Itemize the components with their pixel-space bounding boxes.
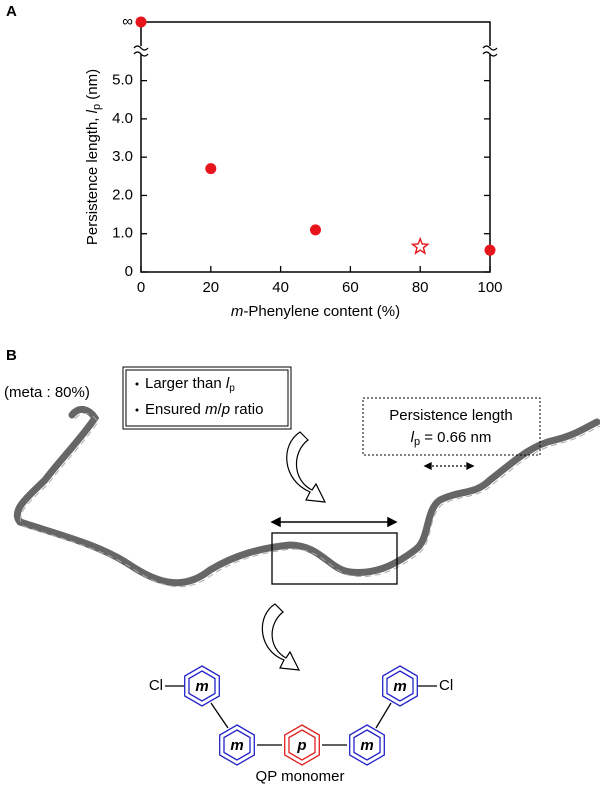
polymer-illustration (14, 405, 600, 588)
benzene-ring-inner (188, 670, 216, 702)
benzene-ring (284, 724, 320, 766)
benzene-ring-inner (223, 729, 251, 761)
text-part: Ensured (145, 401, 205, 418)
text-part: l (84, 109, 101, 113)
composition-label: (meta : 80%) (4, 384, 90, 401)
x-tick-label: 80 (412, 279, 429, 296)
panel-label: A (6, 3, 17, 20)
data-point (484, 244, 496, 256)
benzene-ring-inner (386, 670, 414, 702)
x-tick-label: 60 (342, 279, 359, 296)
substituent: Cl (149, 677, 163, 694)
data-point (205, 163, 217, 175)
x-tick-label: 20 (202, 279, 219, 296)
benzene-ring-inner (353, 729, 381, 761)
ring-label: m (360, 737, 373, 754)
text-part: p (229, 383, 235, 394)
x-tick-label: 100 (477, 279, 502, 296)
monomer-caption: QP monomer (256, 768, 345, 785)
text-part: Persistence length, (84, 113, 101, 245)
info-box (362, 397, 541, 456)
axis-break (482, 45, 498, 51)
y-tick-label: 4.0 (112, 110, 133, 127)
axis-break-gap (135, 46, 147, 54)
x-tick-label: 0 (137, 279, 145, 296)
info-value: lp = 0.66 nm (411, 429, 492, 448)
text-part: = 0.66 nm (420, 429, 491, 446)
ring-label: m (230, 737, 243, 754)
data-point (310, 224, 321, 236)
bullet (135, 382, 139, 386)
substituent: Cl (439, 677, 453, 694)
bullet (135, 408, 139, 412)
info-title: Persistence length (389, 407, 512, 424)
double-arrow (270, 516, 398, 528)
benzene-ring (349, 724, 385, 766)
benzene-ring (219, 724, 255, 766)
axis-break-gap (484, 46, 496, 54)
benzene-ring (184, 665, 220, 707)
curved-arrow (261, 603, 301, 671)
y-tick-label: ∞ (122, 13, 133, 30)
ring-label: p (296, 737, 306, 754)
axis-break (482, 51, 498, 57)
text-part: p (414, 436, 420, 448)
bond (375, 702, 392, 729)
y-tick-label: 3.0 (112, 148, 133, 165)
x-axis-label: m-Phenylene content (%) (231, 303, 400, 320)
text-part: p (91, 104, 103, 110)
axis-break (133, 45, 149, 51)
focus-box (271, 532, 398, 585)
text-part: p (221, 401, 230, 418)
data-point (135, 16, 147, 28)
y-tick-label: 1.0 (112, 225, 133, 242)
ring-label: m (195, 678, 208, 695)
legend-frame (122, 366, 292, 430)
monomer-structure (165, 665, 437, 766)
legend-frame (125, 369, 289, 427)
legend-item: Larger than lp (145, 375, 235, 394)
y-tick-label: 0 (125, 263, 133, 280)
text-part: ratio (230, 401, 263, 418)
y-tick-label: 5.0 (112, 72, 133, 89)
legend-item: Ensured m/p ratio (145, 401, 263, 418)
y-axis-label: Persistence length, lp (nm) (84, 69, 103, 245)
text-part: l (226, 375, 230, 392)
panel-label: B (6, 347, 17, 364)
benzene-ring (382, 665, 418, 707)
text-part: (nm) (84, 69, 101, 104)
bond (210, 702, 229, 729)
dotted-arrow (423, 461, 475, 471)
text-part: -Phenylene content (%) (243, 303, 400, 320)
text-part: m (205, 401, 218, 418)
y-tick-label: 2.0 (112, 186, 133, 203)
plot-frame (140, 21, 491, 273)
text-part: l (411, 429, 415, 446)
ring-label: m (393, 678, 406, 695)
data-point (410, 236, 430, 255)
text-part: Larger than (145, 375, 226, 392)
curved-arrow (286, 431, 327, 503)
text-part: m (231, 303, 244, 320)
axis-break (133, 51, 149, 57)
benzene-ring-inner (288, 729, 316, 761)
x-tick-label: 40 (272, 279, 289, 296)
text-part: / (218, 401, 223, 418)
